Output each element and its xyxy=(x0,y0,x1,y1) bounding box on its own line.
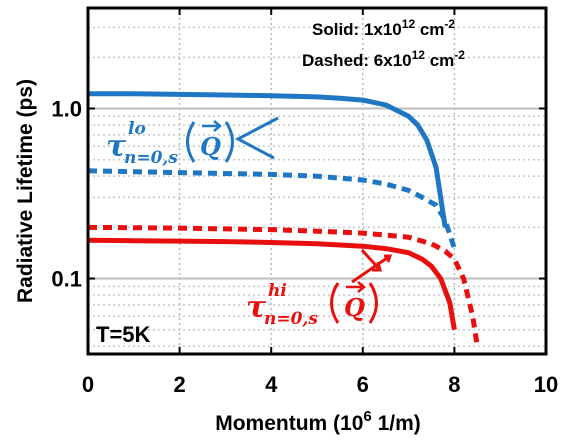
x-tick-label: 6 xyxy=(357,372,369,397)
x-axis-title: Momentum (106 1/m) xyxy=(215,408,421,435)
x-tick-label: 8 xyxy=(448,372,460,397)
tau-hi-paren-left xyxy=(330,282,340,324)
legend-dashed: Dashed: 6x1012 cm-2 xyxy=(302,48,465,70)
axis-ticks: 0 2 4 6 8 10 0.1 1.0 xyxy=(51,8,558,397)
tau-hi-pointer-arrows xyxy=(351,248,393,284)
y-tick-label: 0.1 xyxy=(51,267,82,292)
tau-lo-pointer-arrows xyxy=(234,116,279,160)
x-tick-label: 4 xyxy=(265,372,278,397)
annotation-tau-lo: τ lo n=0,s Q xyxy=(106,116,279,168)
tau-lo-symbol: τ xyxy=(106,129,127,164)
tau-hi-symbol: τ xyxy=(246,290,267,325)
x-tick-label: 0 xyxy=(82,372,94,397)
series-lo-solid-line xyxy=(88,91,448,228)
series-hi-dashed-line xyxy=(87,224,480,347)
tau-lo-paren-right xyxy=(224,121,234,163)
tau-hi-sub: n=0,s xyxy=(264,309,318,329)
tau-lo-sub: n=0,s xyxy=(124,148,178,168)
tau-hi-arg: Q xyxy=(344,293,365,322)
tau-lo-vector-arrow xyxy=(202,120,222,132)
y-axis-title: Radiative Lifetime (ps) xyxy=(14,79,37,303)
tau-lo-sup: lo xyxy=(128,119,146,139)
tau-hi-paren-right xyxy=(368,282,378,324)
x-tick-label: 10 xyxy=(534,372,558,397)
series-group xyxy=(87,91,480,347)
x-tick-label: 2 xyxy=(173,372,185,397)
plot-frame xyxy=(86,6,548,356)
y-tick-label: 1.0 xyxy=(51,97,82,122)
tau-lo-arg: Q xyxy=(200,132,221,161)
tau-lo-paren-left xyxy=(186,121,196,163)
series-lo-dashed-line xyxy=(87,168,457,250)
annotation-tau-hi: τ hi n=0,s Q xyxy=(246,248,393,329)
temperature-label: T=5K xyxy=(96,322,151,347)
tau-hi-sup: hi xyxy=(268,281,287,301)
legend-solid: Solid: 1x1012 cm-2 xyxy=(312,17,455,39)
series-hi-solid-line xyxy=(87,237,457,331)
tau-hi-vector-arrow xyxy=(346,281,366,293)
